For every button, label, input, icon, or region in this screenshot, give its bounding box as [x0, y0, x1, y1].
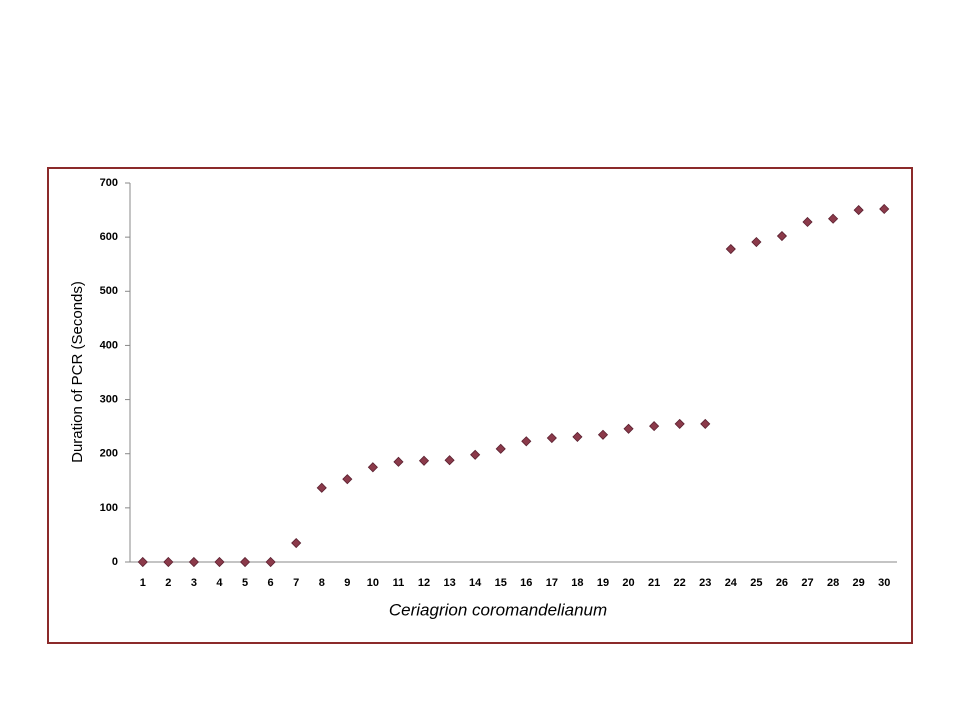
x-tick-label: 2	[165, 577, 171, 589]
marker	[239, 556, 251, 568]
x-tick-label: 29	[853, 577, 865, 589]
x-tick-label: 25	[750, 577, 762, 589]
x-tick-label: 17	[546, 577, 558, 589]
x-tick-label: 4	[216, 577, 223, 589]
x-tick-label: 1	[140, 577, 146, 589]
marker	[725, 243, 736, 255]
marker	[597, 429, 609, 440]
y-axis-label: Duration of PCR (Seconds)	[69, 281, 86, 463]
x-tick-label: 10	[367, 577, 379, 589]
x-tick-label: 14	[469, 577, 482, 589]
x-tick-label: 8	[319, 577, 325, 589]
marker	[265, 556, 276, 568]
marker	[623, 423, 634, 434]
marker	[802, 216, 813, 228]
x-tick-label: 26	[776, 577, 788, 589]
marker	[163, 556, 174, 568]
x-tick-label: 19	[597, 577, 609, 589]
marker	[572, 431, 583, 442]
y-tick-label: 100	[100, 502, 118, 514]
x-tick-label: 20	[622, 577, 634, 589]
y-tick-label: 600	[100, 231, 118, 243]
x-tick-label: 30	[878, 577, 890, 589]
marker	[674, 418, 685, 430]
x-tick-label: 27	[801, 577, 813, 589]
marker	[137, 556, 148, 568]
marker	[214, 556, 225, 568]
x-tick-label: 6	[268, 577, 274, 589]
marker	[470, 449, 481, 460]
x-tick-label: 24	[725, 577, 738, 589]
x-tick-label: 15	[495, 577, 507, 589]
x-tick-label: 7	[293, 577, 299, 589]
marker	[291, 537, 302, 549]
y-tick-label: 400	[100, 339, 118, 351]
x-tick-label: 28	[827, 577, 839, 589]
marker	[700, 418, 711, 430]
x-tick-label: 21	[648, 577, 660, 589]
x-axis-label: Ceriagrion coromandelianum	[389, 600, 607, 619]
x-tick-label: 12	[418, 577, 430, 589]
x-tick-label: 11	[393, 577, 405, 589]
marker	[367, 462, 378, 473]
marker	[853, 205, 864, 216]
marker	[649, 421, 660, 432]
x-tick-label: 5	[242, 577, 248, 589]
marker	[393, 456, 404, 467]
marker	[879, 203, 890, 215]
x-tick-label: 13	[443, 577, 455, 589]
marker	[521, 436, 532, 447]
marker	[418, 455, 430, 466]
y-tick-label: 700	[100, 177, 118, 189]
marker	[444, 455, 455, 466]
marker	[828, 213, 839, 224]
x-tick-label: 22	[674, 577, 686, 589]
marker	[342, 474, 353, 485]
marker	[188, 556, 199, 568]
x-tick-label: 18	[571, 577, 583, 589]
marker	[546, 432, 557, 444]
x-tick-label: 23	[699, 577, 711, 589]
marker	[776, 230, 788, 242]
x-tick-label: 16	[520, 577, 532, 589]
marker	[316, 482, 327, 493]
y-tick-label: 300	[100, 393, 118, 405]
marker	[751, 236, 762, 248]
y-tick-label: 500	[100, 285, 118, 297]
y-tick-label: 200	[100, 448, 118, 460]
x-tick-label: 3	[191, 577, 197, 589]
y-tick-label: 0	[112, 556, 118, 568]
marker	[495, 443, 506, 454]
x-tick-label: 9	[344, 577, 350, 589]
